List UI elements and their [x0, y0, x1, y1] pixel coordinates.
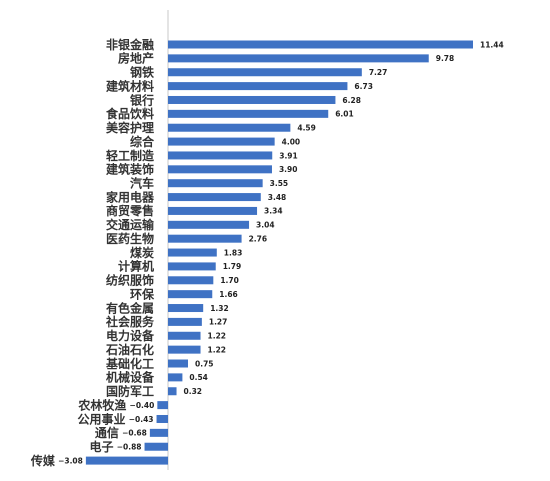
bar-9	[168, 165, 272, 174]
bar-25	[168, 387, 177, 396]
bar-4	[168, 95, 336, 104]
bar-11	[168, 193, 261, 202]
category-label-4: 银行	[130, 92, 154, 107]
bar-24	[168, 373, 183, 382]
category-label-23: 基础化工	[105, 356, 154, 371]
value-label-11: 3.48	[268, 193, 287, 202]
value-label-29: −0.88	[117, 443, 142, 452]
category-label-2: 钢铁	[130, 65, 154, 80]
value-label-22: 1.22	[208, 345, 227, 354]
category-label-21: 电力设备	[106, 328, 155, 343]
value-label-7: 4.00	[282, 137, 301, 146]
value-label-27: −0.43	[129, 415, 154, 424]
category-label-14: 医药生物	[106, 231, 154, 246]
bar-29	[144, 442, 168, 451]
value-label-15: 1.83	[224, 248, 243, 257]
bar-2	[168, 68, 362, 77]
category-label-30: 传媒	[30, 453, 56, 468]
bar-5	[168, 109, 329, 118]
bar-0	[168, 40, 473, 49]
category-labels-group: 非银金融房地产钢铁建筑材料银行食品饮料美容护理综合轻工制造建筑装饰汽车家用电器商…	[30, 37, 155, 468]
value-label-4: 6.28	[342, 96, 361, 105]
category-label-10: 汽车	[130, 176, 154, 191]
bar-28	[149, 428, 168, 437]
category-label-5: 食品饮料	[105, 106, 154, 121]
category-label-22: 石油石化	[105, 342, 154, 357]
category-label-26: 农林牧渔	[77, 397, 126, 412]
category-label-28: 通信	[95, 425, 119, 440]
value-label-23: 0.75	[195, 359, 214, 368]
bar-20	[168, 317, 202, 326]
bar-15	[168, 248, 217, 257]
value-label-18: 1.66	[219, 290, 238, 299]
bar-22	[168, 345, 201, 354]
category-label-15: 煤炭	[130, 245, 154, 260]
bar-1	[168, 54, 429, 63]
bar-13	[168, 220, 250, 229]
value-label-5: 6.01	[335, 110, 354, 119]
category-label-12: 商贸零售	[106, 203, 154, 218]
value-label-13: 3.04	[256, 221, 275, 230]
bar-26	[157, 401, 168, 410]
category-label-17: 纺织服饰	[106, 273, 154, 288]
category-label-27: 公用事业	[78, 411, 126, 426]
value-label-25: 0.32	[184, 387, 203, 396]
bar-14	[168, 234, 242, 243]
category-label-3: 建筑材料	[105, 78, 154, 93]
bar-30	[85, 456, 168, 465]
category-label-13: 交通运输	[106, 217, 155, 232]
value-label-0: 11.44	[480, 40, 504, 49]
bar-23	[168, 359, 188, 368]
value-label-21: 1.22	[208, 332, 227, 341]
value-label-12: 3.34	[264, 207, 283, 216]
category-label-7: 综合	[130, 134, 155, 149]
bar-16	[168, 262, 216, 271]
value-label-6: 4.59	[297, 124, 316, 133]
category-label-8: 轻工制造	[106, 148, 155, 163]
value-label-2: 7.27	[369, 68, 388, 77]
value-label-26: −0.40	[130, 401, 155, 410]
bars-group	[85, 40, 473, 465]
bar-12	[168, 206, 258, 215]
bar-3	[168, 82, 348, 91]
value-labels-group: 11.44 9.78 7.27 6.73 6.28 6.01 4.59 4.00 3.91 3.9…	[58, 40, 504, 465]
category-label-1: 房地产	[118, 51, 154, 66]
value-label-14: 2.76	[249, 234, 268, 243]
category-label-16: 计算机	[118, 259, 154, 274]
category-label-19: 有色金属	[106, 300, 154, 315]
value-label-1: 9.78	[436, 54, 455, 63]
value-label-10: 3.55	[270, 179, 289, 188]
bar-27	[156, 414, 168, 423]
category-label-18: 环保	[130, 286, 155, 301]
category-label-24: 机械设备	[106, 370, 155, 385]
category-label-20: 社会服务	[105, 314, 155, 329]
category-label-6: 美容护理	[106, 120, 154, 135]
value-label-20: 1.27	[209, 318, 228, 327]
bar-6	[168, 123, 291, 132]
bar-10	[168, 179, 263, 188]
bar-17	[168, 276, 214, 285]
value-label-24: 0.54	[189, 373, 208, 382]
bar-8	[168, 151, 273, 160]
value-label-17: 1.70	[220, 276, 239, 285]
value-label-3: 6.73	[354, 82, 373, 91]
value-label-19: 1.32	[210, 304, 229, 313]
category-label-29: 电子	[90, 439, 114, 454]
category-label-25: 国防军工	[106, 384, 154, 399]
bar-18	[168, 290, 213, 299]
value-label-8: 3.91	[279, 151, 298, 160]
value-label-30: −3.08	[58, 456, 83, 465]
bar-21	[168, 331, 201, 340]
bar-19	[168, 304, 204, 313]
value-label-16: 1.79	[223, 262, 242, 271]
category-label-0: 非银金融	[106, 37, 154, 52]
value-label-9: 3.90	[279, 165, 298, 174]
category-label-9: 建筑装饰	[105, 162, 154, 177]
value-label-28: −0.68	[122, 429, 147, 438]
category-label-11: 家用电器	[106, 189, 155, 204]
bar-7	[168, 137, 275, 146]
